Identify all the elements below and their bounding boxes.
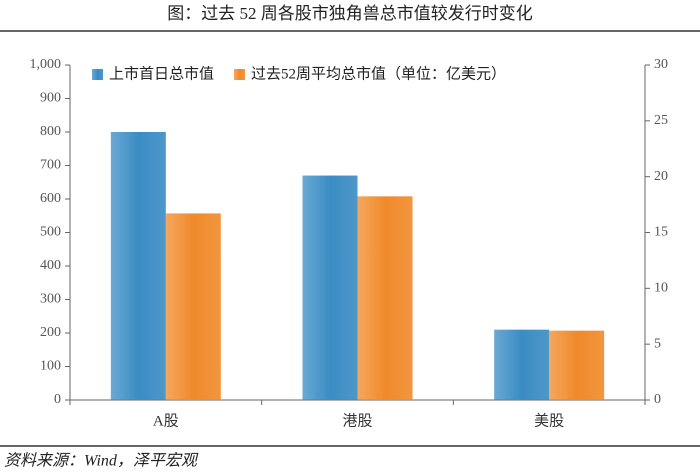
legend-label: 过去52周平均总市值（单位：亿美元）: [251, 65, 506, 82]
y2-tick-label: 30: [654, 57, 668, 72]
x-tick-label: A股: [153, 412, 179, 429]
y-tick-label: 100: [40, 359, 61, 374]
legend-swatch: [234, 69, 246, 80]
y-tick-label: 400: [40, 258, 61, 273]
y-tick-label: 500: [40, 225, 61, 240]
y-tick-label: 600: [40, 191, 61, 206]
x-tick-label: 港股: [342, 412, 372, 429]
chart-title: 图：过去 52 周各股市独角兽总市值较发行时变化: [167, 4, 533, 23]
y2-tick-label: 5: [654, 336, 661, 351]
source: 资料来源：Wind，泽平宏观: [4, 452, 199, 470]
bar: [357, 196, 413, 400]
legend-swatch: [92, 69, 103, 80]
y-tick-label: 200: [40, 325, 61, 340]
y2-tick-label: 10: [654, 281, 668, 296]
y-tick-label: 700: [40, 158, 61, 173]
y2-tick-label: 25: [654, 113, 668, 128]
y2-tick-label: 20: [654, 169, 668, 184]
bar: [494, 329, 550, 400]
y2-tick-label: 0: [654, 392, 661, 407]
bar: [302, 175, 358, 400]
bar: [110, 132, 166, 400]
legend-label: 上市首日总市值: [109, 65, 214, 82]
y-tick-label: 1,000: [30, 57, 62, 72]
y2-tick-label: 15: [654, 225, 668, 240]
y-tick-label: 300: [40, 292, 61, 307]
y-tick-label: 0: [54, 392, 61, 407]
bar: [549, 330, 605, 400]
x-tick-label: 美股: [534, 412, 564, 429]
y-tick-label: 800: [40, 124, 61, 139]
bar: [165, 213, 221, 400]
y-tick-label: 900: [40, 91, 61, 106]
